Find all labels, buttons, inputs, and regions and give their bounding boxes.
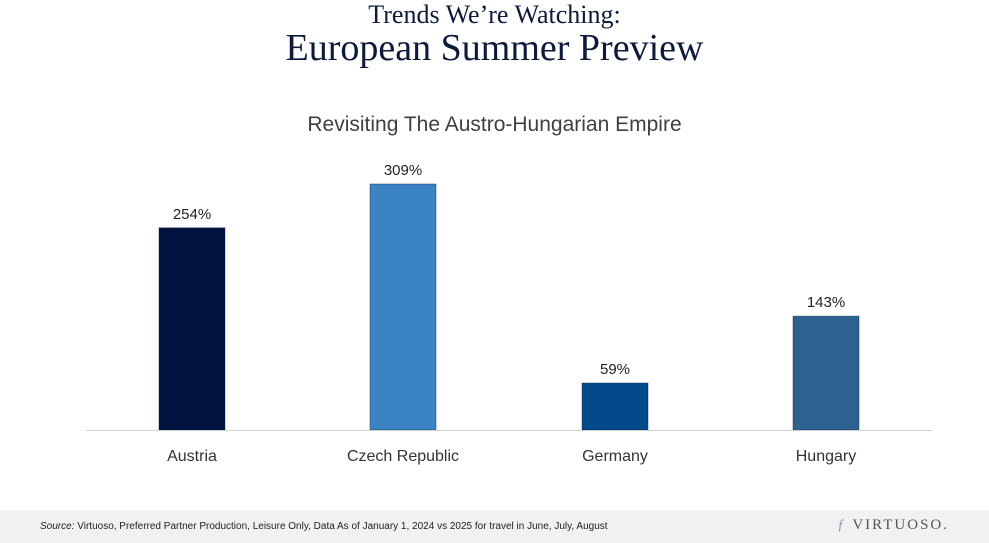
x-tick-label: Austria xyxy=(167,448,217,465)
x-tick-label: Czech Republic xyxy=(347,448,459,465)
source-label: Source: xyxy=(40,521,75,532)
feather-icon: ƒ xyxy=(837,517,853,533)
bar-austria xyxy=(158,227,226,431)
source-note: Source: Virtuoso, Preferred Partner Prod… xyxy=(40,521,608,532)
footer: Source: Virtuoso, Preferred Partner Prod… xyxy=(0,510,989,543)
data-label: 254% xyxy=(173,206,211,223)
bar-czech-republic xyxy=(369,183,437,431)
source-text: Virtuoso, Preferred Partner Production, … xyxy=(74,521,608,532)
kicker-title: Trends We’re Watching: xyxy=(368,0,621,29)
bar-germany xyxy=(581,382,649,431)
data-label: 309% xyxy=(384,162,422,179)
data-label: 143% xyxy=(807,294,845,311)
chart-title: Revisiting The Austro-Hungarian Empire xyxy=(307,113,682,136)
bar-hungary xyxy=(792,315,860,431)
data-label: 59% xyxy=(600,361,630,378)
bar-chart: 254% Austria 309% Czech Republic 59% Germany 1… xyxy=(86,162,932,465)
x-tick-label: Germany xyxy=(582,448,648,465)
virtuoso-logo: ƒ VIRTUOSO. xyxy=(837,517,949,533)
x-tick-label: Hungary xyxy=(796,448,856,465)
page-title: European Summer Preview xyxy=(285,27,704,69)
